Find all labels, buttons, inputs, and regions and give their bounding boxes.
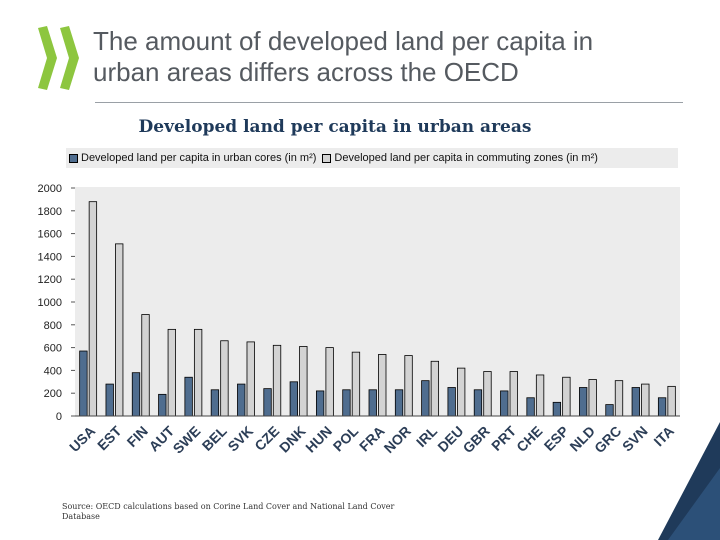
bar-urban-cores <box>158 393 167 417</box>
bar-commuting-zones <box>193 328 203 417</box>
x-tick-label: POL <box>330 422 362 454</box>
bar-commuting-zones <box>220 340 229 417</box>
bar-commuting-zones <box>404 355 413 417</box>
y-tick-label: 2000 <box>38 183 62 195</box>
bar-commuting-zones <box>588 379 597 417</box>
x-tick-label: NLD <box>566 423 598 455</box>
bar-urban-cores <box>473 389 483 417</box>
bar-commuting-zones <box>457 367 466 417</box>
bar-urban-cores <box>368 389 377 417</box>
bar-urban-cores <box>289 381 298 417</box>
x-tick-label: DEU <box>434 423 466 455</box>
x-tick-label: HUN <box>302 423 335 456</box>
bar-commuting-zones <box>88 201 98 417</box>
y-tick-label: 800 <box>44 320 62 332</box>
y-tick-label: 200 <box>44 388 62 400</box>
bar-commuting-zones <box>614 380 624 417</box>
bar-commuting-zones <box>246 341 255 417</box>
bar-commuting-zones <box>167 328 176 417</box>
bar-commuting-zones <box>325 347 334 417</box>
x-tick-label: FIN <box>124 423 151 450</box>
x-tick-label: ESP <box>541 423 572 454</box>
slide-title-line-1: The amount of developed land per capita … <box>93 26 594 56</box>
bar-urban-cores <box>500 390 509 417</box>
y-tick-label: 1800 <box>38 206 62 218</box>
x-tick-label: CHE <box>513 423 545 455</box>
y-tick-label: 1600 <box>38 229 62 241</box>
bar-urban-cores <box>315 390 325 417</box>
y-tick-label: 1200 <box>38 274 62 286</box>
y-tick-label: 600 <box>44 343 62 355</box>
bar-urban-cores <box>342 389 351 417</box>
legend-item-commuting-zones: Developed land per capita in commuting z… <box>319 152 598 164</box>
bar-urban-cores <box>657 397 667 417</box>
chart-legend: Developed land per capita in urban cores… <box>66 148 678 168</box>
x-tick-label: SVK <box>224 423 256 455</box>
bar-commuting-zones <box>299 346 308 417</box>
y-tick-label: 1000 <box>38 297 62 309</box>
bar-urban-cores <box>184 376 193 417</box>
bar-commuting-zones <box>378 354 387 417</box>
legend-item-urban-cores: Developed land per capita in urban cores… <box>66 152 316 164</box>
legend-swatch-commuting-zones <box>322 153 332 163</box>
x-tick-label: FRA <box>356 423 388 455</box>
x-tick-label: PRT <box>488 422 519 453</box>
slide-title: The amount of developed land per capita … <box>93 26 693 88</box>
legend-swatch-urban-cores <box>69 153 78 163</box>
bar-urban-cores <box>447 387 456 417</box>
bar-urban-cores <box>210 389 220 417</box>
x-tick-label: GRC <box>591 423 624 456</box>
bar-commuting-zones <box>562 376 571 417</box>
bar-chart: 0 200 400 600 800 1000 1200 1400 1600 1800 2000 USA… <box>38 183 680 457</box>
x-tick-label: GBR <box>460 423 493 456</box>
source-note: Source: OECD calculations based on Corin… <box>62 502 395 521</box>
bar-commuting-zones <box>272 344 282 417</box>
bar-commuting-zones <box>115 243 124 417</box>
x-tick-label: SVN <box>619 423 651 455</box>
legend-label-urban-cores: Developed land per capita in urban cores… <box>81 152 317 164</box>
bar-commuting-zones <box>509 371 518 417</box>
x-tick-label: DNK <box>276 423 309 456</box>
bar-urban-cores <box>263 388 272 417</box>
bar-commuting-zones <box>483 371 492 417</box>
bar-urban-cores <box>237 383 246 417</box>
x-tick-label: BEL <box>199 422 230 453</box>
bar-commuting-zones <box>641 383 650 417</box>
bar-urban-cores <box>79 350 88 417</box>
bar-commuting-zones <box>351 351 361 417</box>
bar-commuting-zones <box>141 314 150 417</box>
bar-commuting-zones <box>667 385 676 417</box>
y-tick-label: 1400 <box>38 251 62 263</box>
bar-urban-cores <box>421 380 430 417</box>
slide-title-line-2: urban areas differs across the OECD <box>93 57 519 87</box>
x-tick-label: CZE <box>251 423 282 454</box>
x-tick-label: EST <box>94 422 125 453</box>
bar-urban-cores <box>105 383 114 417</box>
legend-label-commuting-zones: Developed land per capita in commuting z… <box>334 152 598 164</box>
x-tick-label: NOR <box>381 423 414 456</box>
oecd-chevrons-icon <box>38 26 79 90</box>
bar-urban-cores <box>605 404 614 417</box>
y-tick-label: 400 <box>44 365 62 377</box>
x-tick-label: USA <box>66 423 98 455</box>
chart-title: Developed land per capita in urban areas <box>138 117 532 137</box>
y-tick-label: 0 <box>56 411 62 423</box>
title-divider <box>95 102 683 103</box>
bar-commuting-zones <box>535 374 545 417</box>
bar-urban-cores <box>131 372 141 417</box>
bar-urban-cores <box>394 389 404 417</box>
bar-urban-cores <box>579 387 588 417</box>
bar-urban-cores <box>552 401 562 417</box>
corner-decoration <box>658 422 720 540</box>
bar-urban-cores <box>631 387 640 417</box>
x-tick-label: SWE <box>170 423 204 457</box>
bar-urban-cores <box>526 397 535 417</box>
bar-commuting-zones <box>430 360 440 417</box>
